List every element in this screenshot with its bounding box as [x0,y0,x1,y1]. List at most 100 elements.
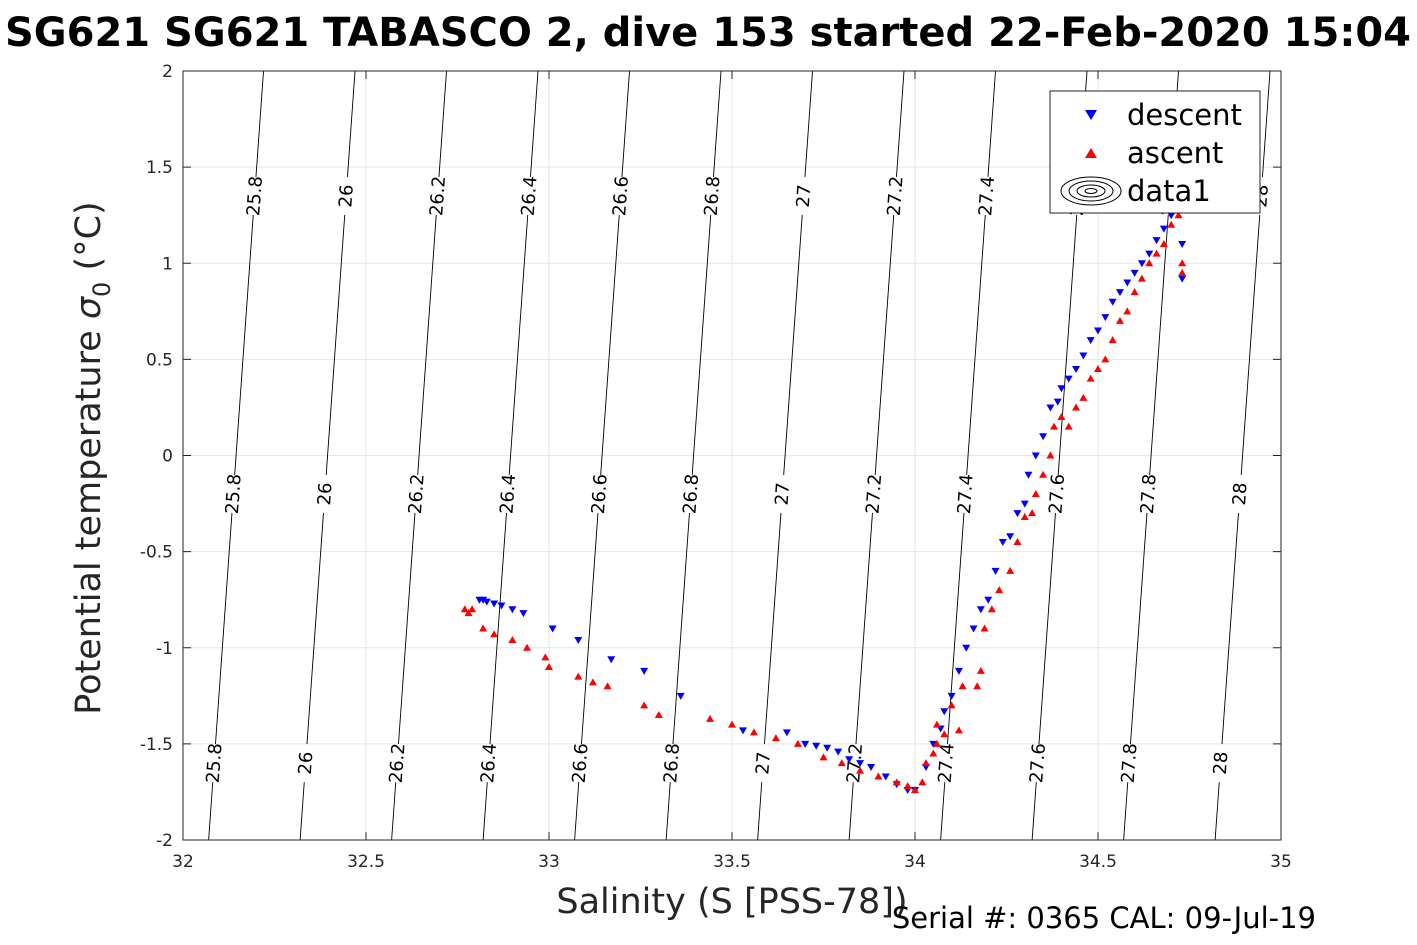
descent-point [548,625,557,633]
contour-label: 26.2 [386,742,410,783]
contour-label: 26.6 [569,742,593,783]
descent-point [954,667,963,675]
contour-line-27.2 [855,512,873,745]
contour-line-27 [764,512,782,745]
ascent-point [1178,259,1187,267]
ascent-point [603,682,612,690]
descent-point [823,744,832,752]
x-tick-label: 34.5 [1079,852,1117,872]
ascent-point [1028,509,1037,517]
ascent-point [921,759,930,767]
contour-line-27 [757,782,763,840]
ascent-point [1123,307,1132,315]
descent-point [738,727,747,735]
contour-line-25.8 [234,214,254,475]
contour-label: 26.2 [405,473,429,514]
contour-line-25.8 [215,512,233,745]
descent-point [1057,385,1066,393]
ascent-point [1159,240,1168,248]
ascent-point [837,759,846,767]
contour-line-27.2 [874,214,895,475]
contour-line-25.8 [255,71,264,177]
contour-labels: 25.8 25.8 25.8 26 26 26 26.2 26.2 26.2 26.4 26.4 26… [203,175,1273,784]
contour-line-26.6 [581,512,599,745]
descent-point [1072,365,1081,373]
contour-line-27.4 [966,214,986,475]
contour-line-27.2 [848,782,854,840]
ascent-point [1174,211,1183,219]
contour-label: 26.6 [609,175,633,216]
descent-point [998,539,1007,547]
x-axis-label: Salinity (S [PSS-78]) [556,882,907,922]
ascent-point [749,728,758,736]
descent-point [881,773,890,781]
ascent-point [464,609,473,617]
serial-cal-footer: Serial #: 0365 CAL: 09-Jul-19 [892,901,1316,935]
contour-label: 25.8 [222,473,246,514]
ascent-point [1046,451,1055,459]
contour-label: 27.2 [884,175,908,216]
contour-label: 26.4 [496,473,520,514]
descent-point [867,763,876,771]
descent-point [940,708,949,716]
contour-label: 26 [335,184,358,208]
legend-box [1049,90,1261,214]
ascent-point [1013,538,1022,546]
contour-label: 28 [1210,751,1233,775]
ascent-point [932,739,941,747]
y-tick-label: -1.5 [140,735,173,755]
ascent-point [1101,355,1110,363]
ascent-point [976,666,985,674]
ascent-point [1137,274,1146,282]
contour-line-26 [306,512,324,745]
contour-line-26.4 [482,782,488,840]
descent-point [1006,533,1015,541]
ascent-point [911,786,919,794]
contour-line-26 [325,214,346,475]
contour-line-28 [1262,71,1271,177]
contour-label: 28 [1229,482,1252,506]
y-tick-label: -1 [156,639,173,659]
descent-point [812,742,821,750]
contour-line-26.6 [621,71,630,177]
legend-ascent-marker [1085,148,1097,158]
legend-ascent-label: ascent [1127,136,1223,170]
descent-point [1108,298,1117,306]
contour-line-27.6 [1038,512,1056,745]
ascent-point [874,772,883,780]
contour-line-27.4 [987,71,996,177]
descent-point [1086,337,1095,345]
contour-label: 27 [793,184,816,208]
descent-point [1130,269,1139,277]
legend-descent-marker [1085,110,1097,120]
descent-point [834,748,843,756]
data-points [460,202,1187,795]
contour-label: 27.4 [975,175,999,216]
contour-line-28 [1240,214,1261,475]
y-label-sigma: σ [69,295,109,319]
descent-point [1046,404,1055,412]
y-label-text: Potential temperature [69,319,109,715]
ascent-point [640,701,649,709]
ascent-point [1031,489,1040,497]
contour-line-26.4 [489,512,507,745]
descent-point [1064,375,1073,383]
ascent-point [1167,220,1176,228]
descent-point [519,610,528,618]
contour-line-26.6 [574,782,580,840]
descent-point [508,606,517,614]
descent-point [1178,241,1187,249]
ascent-point [728,720,736,728]
descent-point [991,567,1000,575]
ascent-point [947,701,956,709]
x-tick-label: 32.5 [347,852,385,872]
contour-line-27.2 [896,71,905,177]
ascent-point [929,749,938,757]
ascent-point [490,630,499,638]
descent-point [1020,500,1029,508]
contour-line-28 [1221,512,1239,745]
ascent-point [574,672,583,680]
contour-line-27.6 [1031,782,1037,840]
ascent-point [479,624,488,632]
ascent-point [954,726,963,734]
